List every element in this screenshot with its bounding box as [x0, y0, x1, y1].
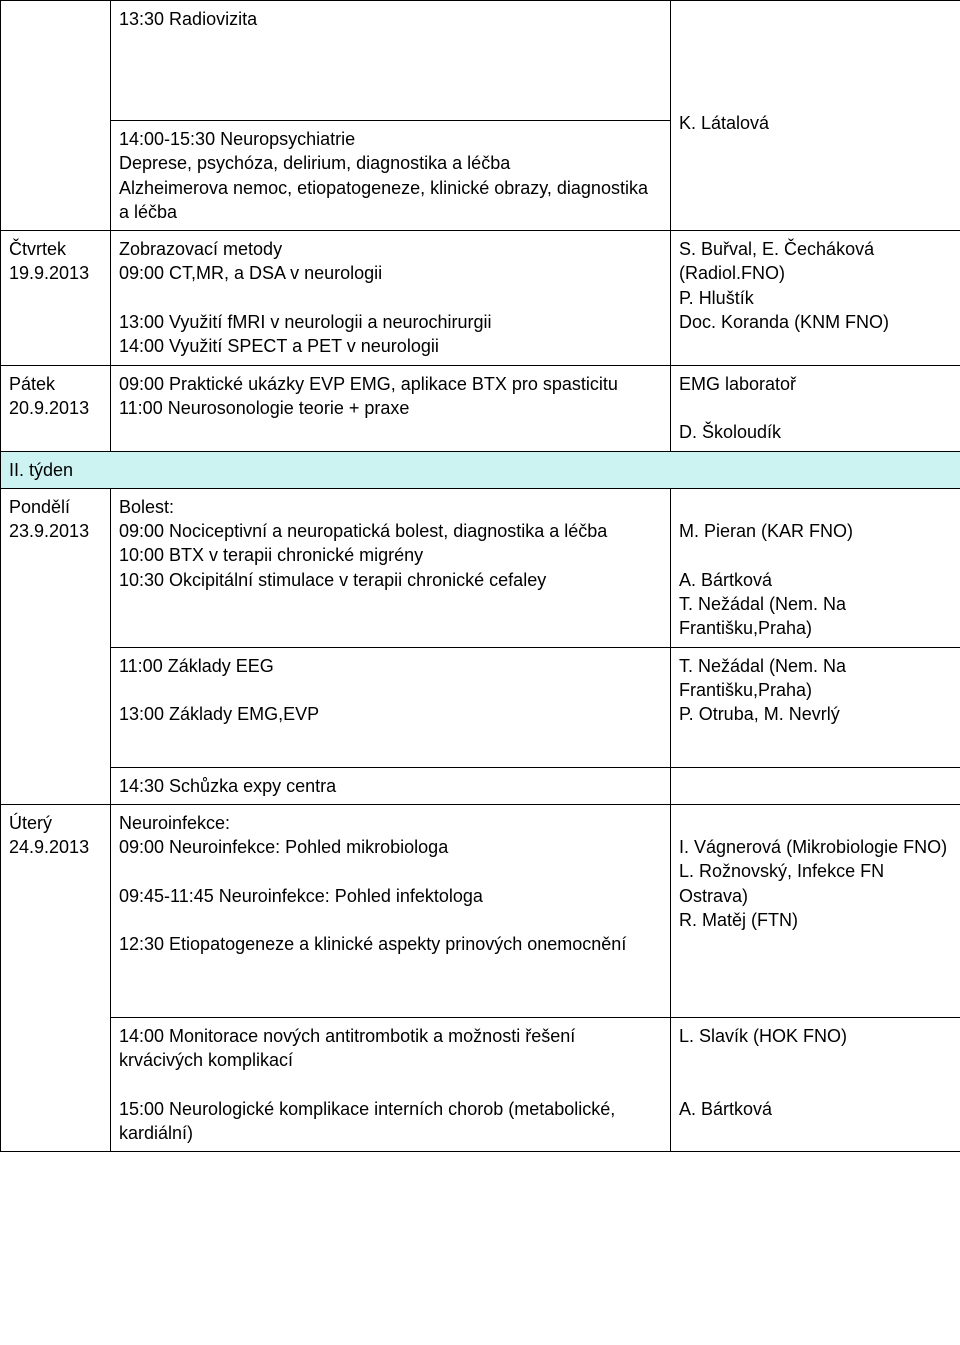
lecturer-cell: I. Vágnerová (Mikrobiologie FNO) L. Rožn… [671, 804, 960, 1017]
content-cell: Neuroinfekce: 09:00 Neuroinfekce: Pohled… [111, 804, 671, 1017]
lecturer-cell: L. Slavík (HOK FNO) A. Bártková [671, 1017, 960, 1151]
lecturer-cell: T. Nežádal (Nem. Na Františku,Praha) P. … [671, 647, 960, 767]
day-cell: Pátek 20.9.2013 [1, 365, 111, 451]
content-cell: 13:30 Radiovizita [111, 1, 671, 121]
lecturer-cell: S. Buřval, E. Čecháková (Radiol.FNO) P. … [671, 231, 960, 365]
lecturer-cell: EMG laboratoř D. Školoudík [671, 365, 960, 451]
content-cell: 14:00 Monitorace nových antitrombotik a … [111, 1017, 671, 1151]
lecturer-cell [671, 767, 960, 804]
week-header: II. týden [1, 451, 960, 488]
lecturer-cell: M. Pieran (KAR FNO) A. Bártková T. Nežád… [671, 488, 960, 647]
content-cell: Bolest: 09:00 Nociceptivní a neuropatick… [111, 488, 671, 647]
content-cell: 11:00 Základy EEG 13:00 Základy EMG,EVP [111, 647, 671, 767]
content-cell: 14:30 Schůzka expy centra [111, 767, 671, 804]
day-cell: Úterý 24.9.2013 [1, 804, 111, 1151]
day-cell: Pondělí 23.9.2013 [1, 488, 111, 804]
day-cell [1, 1, 111, 231]
lecturer-cell: K. Látalová [671, 1, 960, 231]
day-cell: Čtvrtek 19.9.2013 [1, 231, 111, 365]
content-cell: 14:00-15:30 Neuropsychiatrie Deprese, ps… [111, 121, 671, 231]
content-cell: 09:00 Praktické ukázky EVP EMG, aplikace… [111, 365, 671, 451]
schedule-table: 13:30 Radiovizita K. Látalová 14:00-15:3… [0, 0, 960, 1152]
content-cell: Zobrazovací metody 09:00 CT,MR, a DSA v … [111, 231, 671, 365]
